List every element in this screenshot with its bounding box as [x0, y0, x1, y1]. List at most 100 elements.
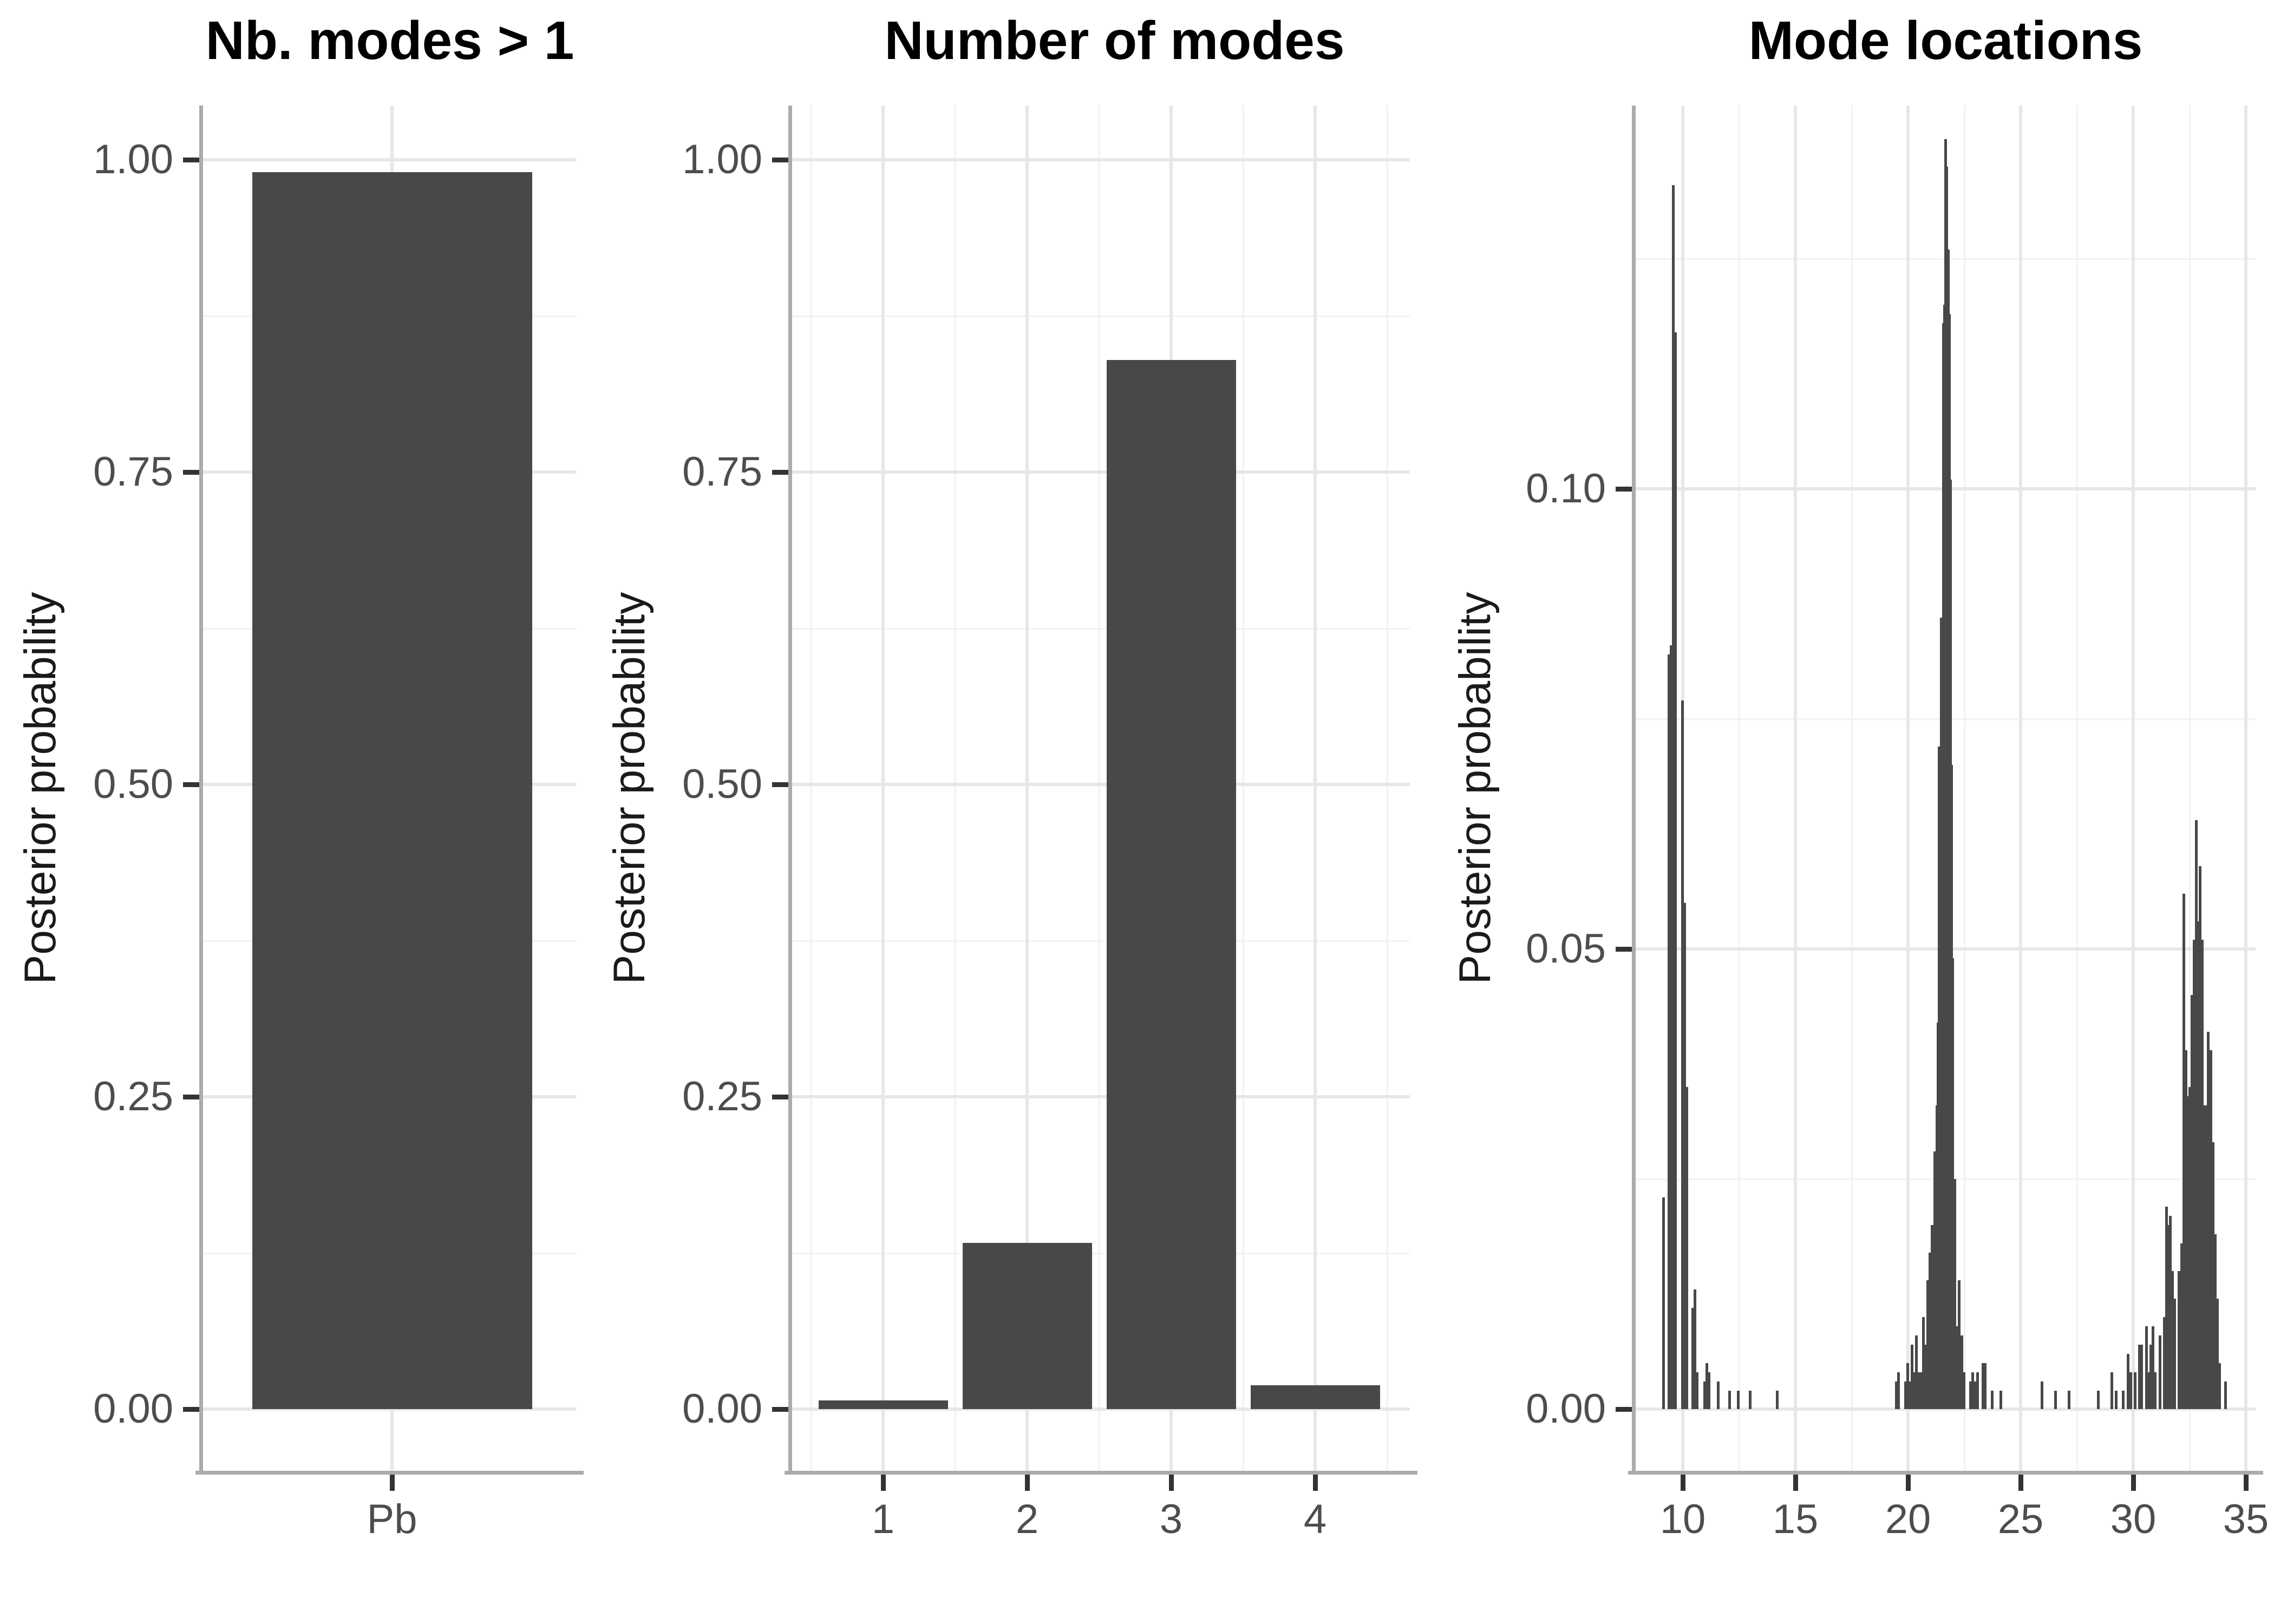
x-tick [1169, 1475, 1174, 1491]
gridline-major-y [203, 1407, 576, 1411]
histogram-bar [2198, 866, 2201, 1409]
x-tick [1906, 1475, 1911, 1491]
gridline-major-y [792, 158, 1410, 162]
histogram-bar [1708, 1372, 1711, 1409]
x-tick-label: Pb [367, 1496, 417, 1542]
gridline-major-x [1794, 106, 1797, 1471]
histogram-bar [1904, 1381, 1907, 1409]
histogram-bar [2158, 1335, 2161, 1409]
y-tick-label: 0.25 [93, 1073, 173, 1120]
gridline-major-x [881, 106, 885, 1471]
x-tick [1025, 1475, 1030, 1491]
histogram-bar [2129, 1372, 2132, 1409]
gridline-minor-x [1243, 106, 1244, 1471]
gridline-minor-x [1387, 106, 1388, 1471]
histogram-bar [1706, 1363, 1708, 1409]
x-tick-label: 10 [1659, 1496, 1706, 1542]
x-tick-label: 25 [1997, 1496, 2044, 1542]
gridline-minor-y [792, 1252, 1410, 1254]
x-tick [2244, 1475, 2249, 1491]
histogram-bar [1956, 1326, 1959, 1409]
histogram-bar [2041, 1381, 2044, 1409]
x-tick [2018, 1475, 2023, 1491]
histogram-bar [2127, 1354, 2130, 1409]
histogram-bar [2147, 1372, 2150, 1409]
histogram-bar [2152, 1326, 2155, 1409]
histogram-bar [1737, 1391, 1740, 1409]
histogram-bar [2216, 1299, 2219, 1409]
gridline-minor-y [792, 627, 1410, 630]
histogram-bar [2218, 1363, 2221, 1409]
histogram-bar [1681, 700, 1684, 1409]
histogram-bar [2110, 1372, 2113, 1409]
histogram-bar [2145, 1326, 2148, 1409]
gridline-major-y [203, 158, 576, 162]
histogram-bar [1926, 1280, 1930, 1409]
x-tick-label: 15 [1772, 1496, 1819, 1542]
bar-4 [1250, 1385, 1380, 1409]
y-tick-label: 0.75 [682, 449, 762, 495]
x-tick-label: 4 [1303, 1496, 1327, 1542]
histogram-bar [1674, 332, 1677, 1409]
x-tick [1313, 1475, 1318, 1491]
x-tick-label: 35 [2223, 1496, 2269, 1542]
histogram-bar [2162, 1317, 2166, 1409]
histogram-bar [2224, 1381, 2227, 1409]
x-tick [390, 1475, 395, 1491]
histogram-bar [2213, 1234, 2217, 1409]
histogram-bar [1990, 1391, 1994, 1409]
histogram-bar [1906, 1363, 1909, 1409]
histogram-bar [2178, 1271, 2181, 1409]
gridline-major-x [2132, 106, 2135, 1471]
histogram-bar [1971, 1372, 1975, 1409]
histogram-bar [2180, 1243, 2183, 1409]
histogram-bar [2211, 1142, 2214, 1409]
y-axis-line [1632, 106, 1636, 1475]
histogram-bar [1937, 746, 1940, 1409]
histogram-bar [1974, 1381, 1977, 1409]
x-axis-line [195, 1471, 584, 1475]
gridline-major-y [792, 783, 1410, 787]
x-tick-label: 2 [1015, 1496, 1039, 1542]
histogram-bar [1999, 1391, 2003, 1409]
histogram-bar [1922, 1317, 1925, 1409]
gridline-minor-x [2189, 106, 2191, 1471]
histogram-bar [2209, 1050, 2212, 1409]
y-tick [772, 1407, 788, 1412]
histogram-bar [1672, 185, 1675, 1409]
histogram-bar [1929, 1253, 1932, 1409]
histogram-bar [1703, 1381, 1706, 1409]
y-tick-label: 0.00 [682, 1386, 762, 1432]
x-tick-label: 30 [2110, 1496, 2157, 1542]
histogram-bar [1683, 903, 1686, 1409]
histogram-bar [1662, 1197, 1665, 1409]
gridline-major-x [1906, 106, 1910, 1471]
bar-3 [1106, 359, 1236, 1409]
histogram-bar [1958, 1280, 1961, 1409]
gridline-major-y [1636, 1407, 2256, 1411]
gridline-minor-x [955, 106, 956, 1471]
y-tick [772, 782, 788, 788]
gridline-minor-x [2076, 106, 2078, 1471]
gridline-minor-x [1739, 106, 1740, 1471]
histogram-bar [2173, 1299, 2177, 1409]
x-tick [2131, 1475, 2136, 1491]
histogram-bar [1716, 1381, 1720, 1409]
gridline-major-y [792, 1407, 1410, 1411]
histogram-bar [2067, 1391, 2070, 1409]
histogram-bar [1696, 1372, 1699, 1409]
histogram-bar [1984, 1363, 1987, 1409]
gridline-minor-x [1851, 106, 1853, 1471]
histogram-bar [2171, 1271, 2174, 1409]
histogram-bar [2121, 1391, 2125, 1409]
y-tick [1616, 487, 1632, 492]
gridline-major-y [792, 470, 1410, 474]
histogram-bar [1894, 1381, 1898, 1409]
y-tick-label: 0.50 [682, 761, 762, 808]
y-tick-label: 0.50 [93, 761, 173, 808]
gridline-minor-y [792, 315, 1410, 317]
histogram-bar [1924, 1345, 1927, 1409]
histogram-bar [1897, 1372, 1900, 1409]
histogram-bar [2149, 1345, 2152, 1409]
